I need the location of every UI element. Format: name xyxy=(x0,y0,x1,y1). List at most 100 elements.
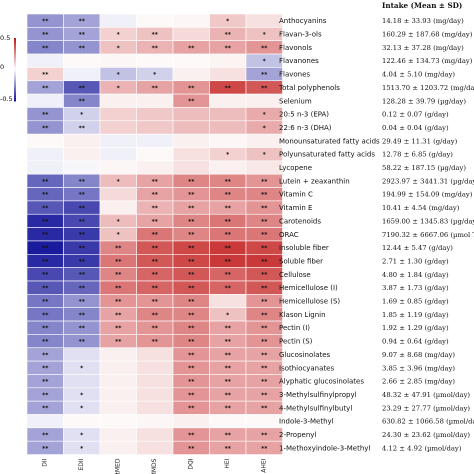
significance-star: ** xyxy=(79,272,86,279)
heatmap-cell xyxy=(99,187,137,202)
heatmap-cell xyxy=(209,160,247,175)
significance-star: ** xyxy=(225,379,232,386)
heatmap-cell xyxy=(245,13,283,28)
significance-star: ** xyxy=(42,245,49,252)
significance-star: ** xyxy=(42,365,49,372)
nutrient-label: Insoluble fiber xyxy=(279,244,329,252)
significance-star: * xyxy=(117,178,121,185)
significance-star: * xyxy=(117,31,121,38)
nutrient-label: Hemicellulose (I) xyxy=(279,284,338,292)
nutrient-label: Hemicellulose (S) xyxy=(279,298,340,306)
heatmap-cell xyxy=(99,347,137,362)
intake-value: 23.29 ± 27.77 (µmol/day) xyxy=(382,404,470,412)
heatmap-cell xyxy=(136,13,174,28)
intake-value: 0.12 ± 0.07 (g/day) xyxy=(382,111,449,119)
significance-star: ** xyxy=(115,312,122,319)
heatmap-cell xyxy=(245,440,283,455)
significance-star: ** xyxy=(42,445,49,452)
heatmap-cell xyxy=(209,93,247,108)
significance-star: ** xyxy=(79,298,86,305)
legend-swatch xyxy=(14,99,16,102)
nutrient-label: Pectin (I) xyxy=(279,324,310,332)
significance-star: ** xyxy=(225,218,232,225)
heatmap-cell xyxy=(136,93,174,108)
significance-star: * xyxy=(226,18,230,25)
significance-star: ** xyxy=(188,338,195,345)
significance-star: ** xyxy=(42,71,49,78)
significance-star: ** xyxy=(42,392,49,399)
intake-value: 12.44 ± 5.47 (g/day) xyxy=(382,244,453,252)
heatmap-cell xyxy=(136,440,174,455)
significance-star: ** xyxy=(188,178,195,185)
intake-value: 1513.70 ± 1203.72 (mg/day) xyxy=(382,84,474,92)
significance-star: * xyxy=(80,392,84,399)
significance-star: ** xyxy=(261,365,268,372)
nutrient-label: Carotenoids xyxy=(279,217,321,225)
intake-value: 3.85 ± 3.96 (mg/day) xyxy=(382,364,455,372)
significance-star: ** xyxy=(79,245,86,252)
heatmap-cell xyxy=(26,133,64,148)
legend-swatch xyxy=(14,53,16,56)
nutrient-label: 4-Methylsulfinylbutyl xyxy=(279,404,352,412)
significance-star: ** xyxy=(79,178,86,185)
significance-star: ** xyxy=(42,192,49,199)
nutrient-label: Anthocyanins xyxy=(279,17,327,25)
heatmap-cell xyxy=(136,120,174,135)
significance-star: ** xyxy=(188,352,195,359)
heatmap-cell xyxy=(63,147,101,162)
significance-star: ** xyxy=(261,272,268,279)
significance-star: ** xyxy=(261,71,268,78)
heatmap-cell xyxy=(63,347,101,362)
nutrient-label: Total polyphenols xyxy=(278,84,340,92)
legend-swatch xyxy=(14,78,16,82)
heatmap-cell xyxy=(99,107,137,122)
heatmap-cell xyxy=(99,147,137,162)
significance-star: ** xyxy=(261,432,268,439)
significance-star: ** xyxy=(42,45,49,52)
legend-swatch xyxy=(14,82,16,85)
heatmap-cell xyxy=(99,360,137,375)
intake-value: 1.85 ± 1.19 (g/day) xyxy=(382,311,449,319)
legend-swatch xyxy=(14,96,16,99)
significance-star: ** xyxy=(42,218,49,225)
heatmap-cell xyxy=(136,427,174,442)
heatmap-cell xyxy=(209,133,247,148)
significance-star: ** xyxy=(42,312,49,319)
significance-star: ** xyxy=(79,338,86,345)
legend-swatch xyxy=(14,74,16,77)
significance-star: ** xyxy=(115,298,122,305)
nutrient-label: Pectin (S) xyxy=(279,338,313,346)
legend-swatch xyxy=(14,69,16,72)
legend-swatch xyxy=(14,60,16,63)
heatmap-cell xyxy=(99,374,137,389)
nutrient-label: Lutein + zeaxanthin xyxy=(279,177,350,185)
legend-swatch xyxy=(14,55,16,58)
legend-swatch xyxy=(14,85,16,88)
significance-star: ** xyxy=(188,298,195,305)
heatmap-cell xyxy=(172,13,210,28)
intake-values: 14.18 ± 33.93 (mg/day) 160.29 ± 187.68 (m… xyxy=(382,17,474,452)
significance-star: ** xyxy=(225,85,232,92)
heatmap-cell xyxy=(99,200,137,215)
significance-star: * xyxy=(263,58,267,65)
intake-value: 160.29 ± 187.68 (mg/day) xyxy=(382,31,473,39)
index-label: EDII xyxy=(78,458,85,470)
significance-star: ** xyxy=(188,392,195,399)
significance-star: ** xyxy=(261,245,268,252)
legend-tick: 0 xyxy=(0,63,4,71)
significance-star: ** xyxy=(152,285,159,292)
significance-star: ** xyxy=(261,312,268,319)
significance-star: ** xyxy=(225,445,232,452)
significance-star: ** xyxy=(152,178,159,185)
significance-star: ** xyxy=(152,45,159,52)
legend-swatch xyxy=(14,52,16,55)
intake-value: 12.78 ± 6.85 (g/day) xyxy=(382,151,453,159)
legend-swatch xyxy=(14,71,16,74)
significance-star: ** xyxy=(188,218,195,225)
legend-swatch xyxy=(14,38,16,41)
significance-star: * xyxy=(80,365,84,372)
significance-star: ** xyxy=(42,125,49,132)
significance-star: ** xyxy=(79,258,86,265)
heatmap-cell xyxy=(136,53,174,68)
nutrient-label: Isothiocyanates xyxy=(279,364,334,372)
